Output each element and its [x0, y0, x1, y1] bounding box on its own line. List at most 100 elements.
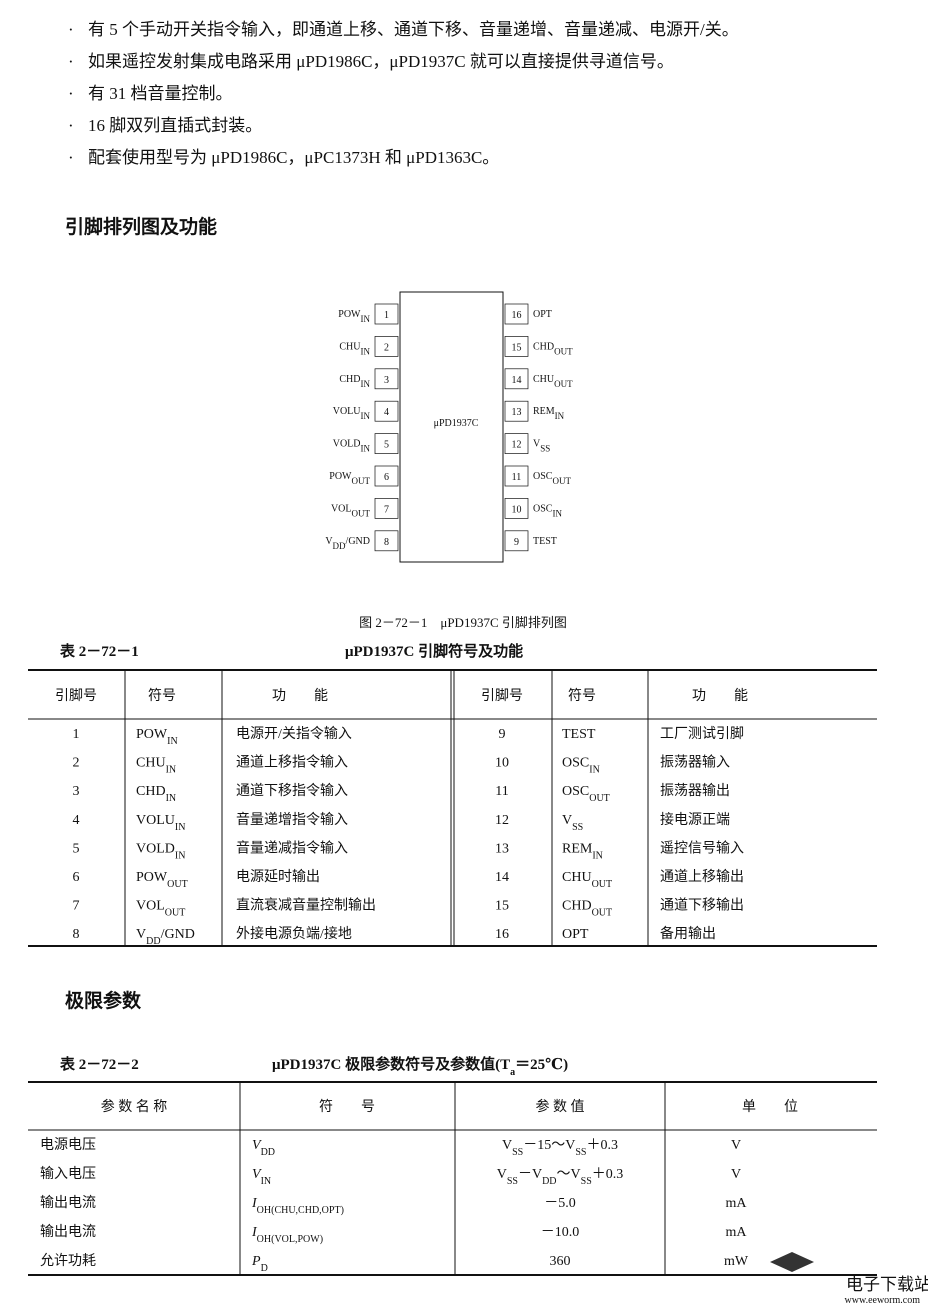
subscript: OUT: [352, 508, 371, 518]
text-part: OSC: [533, 503, 553, 514]
subscript: DD: [146, 936, 160, 947]
subscript: D: [261, 1263, 268, 1274]
bullet-dot: ·: [68, 84, 74, 103]
subscript: OUT: [554, 379, 573, 389]
text-part: CHD: [136, 784, 166, 799]
subscript: SS: [572, 821, 583, 832]
text-part: OSC: [533, 471, 553, 482]
pin-number: 11: [495, 784, 508, 799]
param-name: 输出电流: [40, 1224, 96, 1240]
text-part: /GND: [161, 927, 195, 942]
text-part: I: [251, 1225, 258, 1240]
param-value: －5.0: [544, 1196, 576, 1211]
pin-symbol: CHDIN: [136, 784, 176, 804]
chip-label: μPD1937C: [434, 418, 479, 429]
pin-function: 接电源正端: [660, 811, 730, 828]
pin-symbol: CHDOUT: [533, 341, 573, 356]
pin-symbol: VOLOUT: [331, 503, 371, 518]
pin-number: 10: [495, 756, 509, 771]
section-title: 极限参数: [65, 989, 142, 1012]
param-symbol: VIN: [252, 1167, 271, 1187]
chip-body: [399, 291, 504, 563]
pin-box: [504, 498, 529, 519]
pin-number: 4: [73, 813, 80, 828]
pin-box: [504, 433, 529, 454]
text-part: VOL: [331, 503, 352, 514]
subscript: OUT: [165, 907, 186, 918]
pin-box: [504, 336, 529, 357]
pin-box: [504, 400, 529, 422]
pin-function: 音量递减指令输入: [236, 839, 348, 856]
column-header: 参 数 值: [536, 1098, 585, 1115]
subscript: IN: [555, 411, 565, 421]
subscript: DD: [542, 1176, 556, 1187]
text-part: REM: [562, 841, 593, 856]
pin-symbol: CHUIN: [339, 341, 370, 356]
text-part: TEST: [533, 536, 557, 547]
pin-function: 通道上移输出: [660, 869, 744, 885]
param-name: 输出电流: [40, 1195, 96, 1211]
param-value: 360: [550, 1254, 571, 1269]
bullet-text: 如果遥控发射集成电路采用 μPD1986C，μPD1937C 就可以直接提供寻道…: [88, 52, 674, 71]
subscript: a: [510, 1067, 515, 1078]
pin-symbol: CHUIN: [136, 756, 176, 776]
pin-number: 7: [384, 504, 389, 515]
section-title: 引脚排列图及功能: [65, 215, 217, 238]
pin-number: 7: [73, 899, 80, 914]
pin-number: 13: [495, 841, 509, 856]
pin-number: 3: [73, 784, 80, 799]
pin-box: [374, 433, 399, 454]
pin-number: 6: [73, 870, 80, 885]
param-symbol: IOH(VOL,POW): [251, 1225, 323, 1245]
pin-number: 3: [384, 375, 389, 386]
pin-function: 备用输出: [660, 925, 716, 942]
text-part: V: [252, 1138, 262, 1153]
pin-symbol: OSCIN: [533, 503, 562, 518]
subscript: SS: [512, 1147, 523, 1158]
subscript: OUT: [554, 346, 573, 356]
pin-symbol: CHUOUT: [562, 870, 612, 890]
pin-symbol: REMIN: [533, 406, 565, 421]
column-header: 符号: [148, 688, 176, 704]
pin-function: 电源延时输出: [236, 869, 320, 885]
text-part: POW: [329, 471, 352, 482]
bullet-dot: ·: [68, 148, 74, 167]
pin-symbol: OPT: [562, 927, 589, 942]
pin-box: [374, 368, 399, 390]
param-symbol: IOH(CHU,CHD,OPT): [251, 1196, 344, 1216]
pin-symbol: POWIN: [136, 727, 178, 747]
pin-symbol: OSCIN: [562, 756, 600, 776]
text-part: OSC: [562, 784, 589, 799]
pin-symbol: POWOUT: [329, 471, 370, 486]
pin-number: 4: [384, 407, 389, 418]
text-part: REM: [533, 406, 555, 417]
table-title: μPD1937C 引脚符号及功能: [345, 642, 523, 660]
text-part: μPD1937C 极限参数符号及参数值(T: [272, 1055, 510, 1073]
watermark-name: 电子下载站: [846, 1275, 928, 1294]
subscript: OUT: [592, 879, 613, 890]
logo-icon: [770, 1252, 814, 1272]
text-part: VOLD: [333, 439, 361, 450]
subscript: OH(VOL,POW): [257, 1234, 323, 1245]
pin-box: [504, 465, 529, 487]
pin-symbol: VOLUIN: [333, 406, 371, 421]
pin-symbol: VSS: [562, 813, 583, 833]
subscript: OUT: [167, 879, 188, 890]
subscript: OUT: [589, 793, 610, 804]
pin-function: 直流衰减音量控制输出: [236, 897, 376, 914]
text-part: ＋0.3: [592, 1167, 624, 1182]
text-part: /GND: [346, 536, 370, 547]
text-part: V: [325, 536, 333, 547]
text-part: OPT: [533, 309, 552, 320]
text-part: I: [251, 1196, 258, 1211]
subscript: IN: [175, 850, 186, 861]
text-part: VOL: [136, 899, 165, 914]
pin-function: 工厂测试引脚: [660, 726, 744, 742]
text-part: V: [533, 439, 541, 450]
pin-number: 16: [495, 927, 509, 942]
pin-number: 6: [384, 472, 389, 483]
pin-number: 14: [512, 375, 522, 386]
pin-function: 振荡器输出: [660, 783, 730, 799]
text-part: CHU: [562, 870, 592, 885]
subscript: DD: [333, 541, 346, 551]
